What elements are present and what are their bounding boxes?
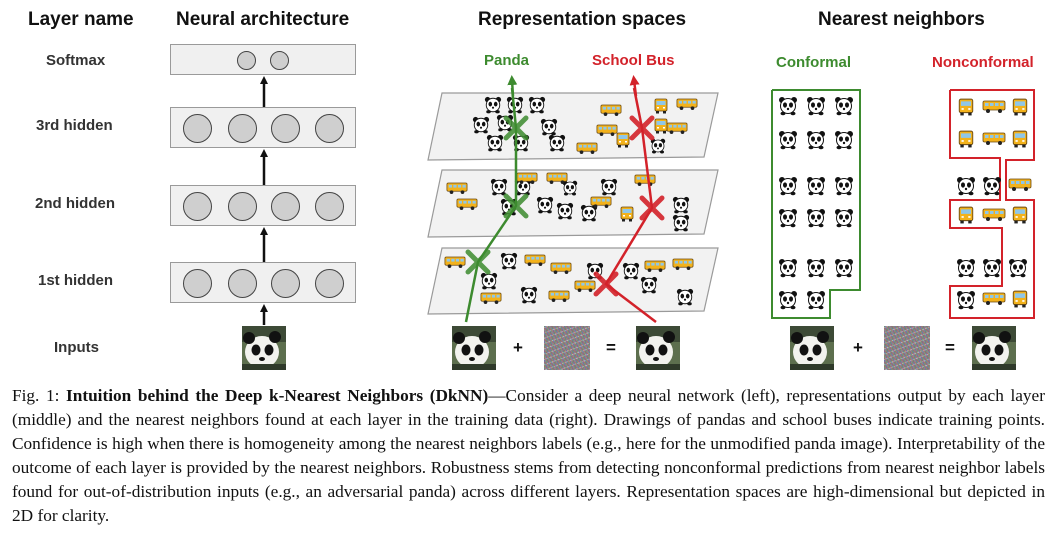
header-representation-spaces: Representation spaces	[478, 9, 687, 30]
caption-body: —Consider a deep neural network (left), …	[12, 386, 1045, 525]
layer-label-inputs: Inputs	[54, 339, 99, 356]
neuron	[237, 51, 256, 70]
neuron	[315, 114, 344, 143]
plus-operator: +	[513, 338, 523, 357]
clean-input-path	[464, 75, 529, 323]
nn-clean-panda-image	[790, 326, 834, 370]
neuron	[228, 192, 257, 221]
neuron	[271, 114, 300, 143]
hidden2-layer-box	[170, 185, 356, 226]
conformal-outline	[771, 89, 861, 319]
equals-operator: =	[606, 338, 616, 357]
adversarial-noise-image	[544, 326, 590, 370]
conformal-neighbors	[778, 96, 854, 310]
nonconformal-outline	[949, 89, 1035, 319]
neuron	[271, 192, 300, 221]
layer-label-1st-hidden: 1st hidden	[38, 272, 114, 289]
neuron	[183, 192, 212, 221]
nonconformal-neighbors	[956, 98, 1032, 310]
nn-plus-operator: +	[853, 338, 863, 357]
clean-panda-image	[452, 326, 496, 370]
layer-label-softmax: Softmax	[46, 52, 106, 69]
neuron	[183, 114, 212, 143]
figure-caption: Fig. 1: Intuition behind the Deep k-Near…	[12, 384, 1045, 528]
header-neural-architecture: Neural architecture	[176, 9, 350, 30]
neuron	[228, 114, 257, 143]
neuron	[315, 192, 344, 221]
neighbor-label-conformal: Conformal	[776, 54, 851, 71]
neuron	[315, 269, 344, 298]
hidden1-layer-box	[170, 262, 356, 303]
layer-label-3rd-hidden: 3rd hidden	[36, 117, 113, 134]
neuron	[183, 269, 212, 298]
adversarial-panda-image	[636, 326, 680, 370]
header-layer-name: Layer name	[28, 9, 134, 30]
nearest-neighbors-diagram	[771, 89, 1035, 319]
representation-spaces-diagram	[427, 75, 719, 323]
neighbor-label-nonconformal: Nonconformal	[932, 54, 1034, 71]
neuron	[270, 51, 289, 70]
nn-equals-operator: =	[945, 338, 955, 357]
neuron	[271, 269, 300, 298]
header-nearest-neighbors: Nearest neighbors	[818, 9, 985, 30]
layer-label-2nd-hidden: 2nd hidden	[35, 195, 115, 212]
caption-fig-label: Fig. 1:	[12, 386, 66, 405]
hidden3-layer-box	[170, 107, 356, 148]
neuron	[228, 269, 257, 298]
input-panda-image	[242, 326, 286, 370]
nn-adversarial-noise-image	[884, 326, 930, 370]
nn-adversarial-panda-image	[972, 326, 1016, 370]
class-label-school-bus: School Bus	[592, 52, 675, 69]
caption-title: Intuition behind the Deep k-Nearest Neig…	[65, 386, 489, 405]
class-label-panda: Panda	[484, 52, 530, 69]
softmax-layer-box	[170, 44, 356, 75]
architecture-arrows	[260, 76, 268, 325]
adversarial-input-path	[593, 75, 665, 323]
